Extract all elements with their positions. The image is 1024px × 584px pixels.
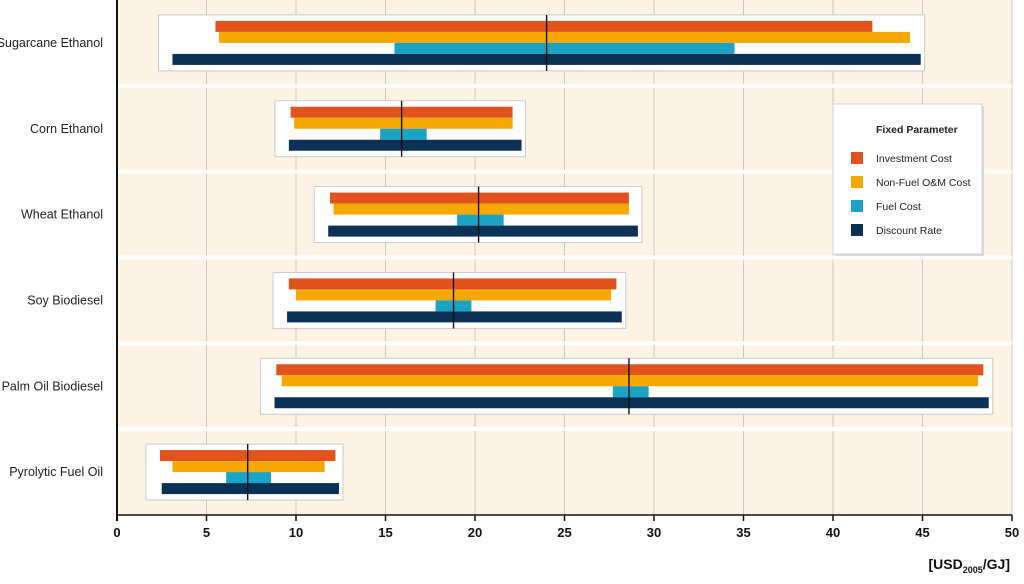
category-label: Sugarcane Ethanol xyxy=(0,36,103,50)
legend-swatch-fuel xyxy=(851,200,863,212)
bar-investment xyxy=(288,278,617,290)
bar-fuel xyxy=(226,472,271,484)
x-tick-label: 15 xyxy=(378,525,392,540)
bar-investment xyxy=(330,192,629,204)
bar-discount xyxy=(161,483,339,495)
bar-om xyxy=(333,203,629,215)
category-label: Soy Biodiesel xyxy=(27,293,103,307)
bar-om xyxy=(219,31,910,43)
bar-om xyxy=(281,375,978,387)
x-tick-label: 50 xyxy=(1005,525,1019,540)
x-tick-label: 30 xyxy=(647,525,661,540)
bar-discount xyxy=(288,139,522,151)
bar-fuel xyxy=(380,128,427,140)
bar-investment xyxy=(215,20,873,32)
x-tick-label: 10 xyxy=(289,525,303,540)
x-tick-label: 5 xyxy=(203,525,210,540)
bar-investment xyxy=(276,364,984,376)
x-tick-label: 20 xyxy=(468,525,482,540)
bar-discount xyxy=(287,311,622,323)
bar-om xyxy=(172,461,325,473)
bar-fuel xyxy=(394,42,735,54)
x-tick-label: 40 xyxy=(826,525,840,540)
legend-title: Fixed Parameter xyxy=(876,124,958,136)
x-tick-label: 0 xyxy=(113,525,120,540)
legend-swatch-investment xyxy=(851,152,863,164)
bar-fuel xyxy=(457,214,504,226)
x-axis-unit-label: [USD2005/GJ] xyxy=(929,556,1011,575)
legend-swatch-om xyxy=(851,176,863,188)
bar-discount xyxy=(274,397,989,409)
category-label: Corn Ethanol xyxy=(30,122,103,136)
legend-label-investment: Investment Cost xyxy=(876,153,952,165)
bar-discount xyxy=(328,225,638,237)
x-tick-label: 45 xyxy=(915,525,929,540)
legend-label-fuel: Fuel Cost xyxy=(876,201,921,213)
category-label: Wheat Ethanol xyxy=(21,208,103,222)
unit-prefix: [USD xyxy=(929,556,963,572)
bar-fuel xyxy=(612,386,649,398)
category-label: Pyrolytic Fuel Oil xyxy=(9,465,103,479)
legend-label-discount: Discount Rate xyxy=(876,225,942,237)
legend-label-om: Non-Fuel O&M Cost xyxy=(876,177,971,189)
unit-suffix: /GJ] xyxy=(983,556,1010,572)
x-tick-label: 35 xyxy=(736,525,750,540)
category-label: Palm Oil Biodiesel xyxy=(2,379,103,393)
x-tick-label: 25 xyxy=(557,525,571,540)
legend-swatch-discount xyxy=(851,224,863,236)
bar-om xyxy=(294,117,513,129)
unit-subscript: 2005 xyxy=(963,565,983,575)
